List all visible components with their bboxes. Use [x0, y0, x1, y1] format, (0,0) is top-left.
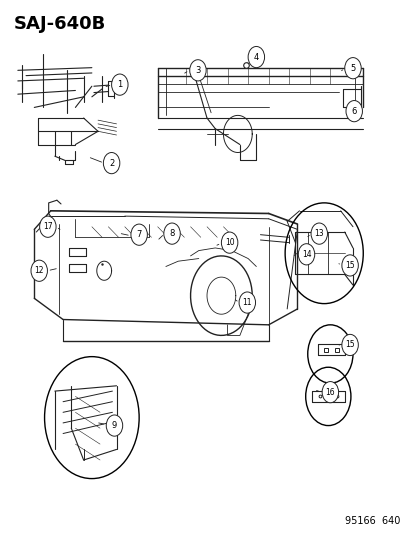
Circle shape	[112, 74, 128, 95]
Circle shape	[189, 60, 206, 81]
Circle shape	[221, 232, 237, 253]
Text: 4: 4	[253, 53, 259, 62]
Text: 8: 8	[169, 229, 174, 238]
Circle shape	[344, 58, 360, 79]
Text: 16: 16	[325, 387, 335, 397]
Text: 15: 15	[344, 261, 354, 270]
Circle shape	[298, 244, 314, 265]
Text: 10: 10	[224, 238, 234, 247]
Text: 14: 14	[301, 250, 311, 259]
Circle shape	[164, 223, 180, 244]
Text: 15: 15	[344, 341, 354, 350]
Text: 1: 1	[117, 80, 122, 89]
Text: 9: 9	[112, 421, 117, 430]
Text: 2: 2	[109, 159, 114, 167]
Circle shape	[345, 101, 361, 122]
Text: 17: 17	[43, 222, 52, 231]
Circle shape	[131, 224, 147, 245]
Circle shape	[310, 223, 327, 244]
Circle shape	[103, 152, 119, 174]
Circle shape	[247, 46, 264, 68]
Text: 3: 3	[195, 66, 200, 75]
Circle shape	[238, 292, 255, 313]
Circle shape	[321, 382, 338, 403]
Circle shape	[106, 415, 122, 436]
Text: SAJ-640B: SAJ-640B	[14, 14, 106, 33]
Text: 95166  640: 95166 640	[344, 516, 399, 526]
Text: 11: 11	[242, 298, 252, 307]
Text: 13: 13	[314, 229, 323, 238]
Circle shape	[341, 255, 358, 276]
Text: 12: 12	[34, 266, 44, 275]
Text: 6: 6	[351, 107, 356, 116]
Text: 7: 7	[136, 230, 142, 239]
Text: 5: 5	[349, 64, 355, 72]
Circle shape	[31, 260, 47, 281]
Circle shape	[40, 216, 56, 237]
Circle shape	[341, 334, 358, 356]
